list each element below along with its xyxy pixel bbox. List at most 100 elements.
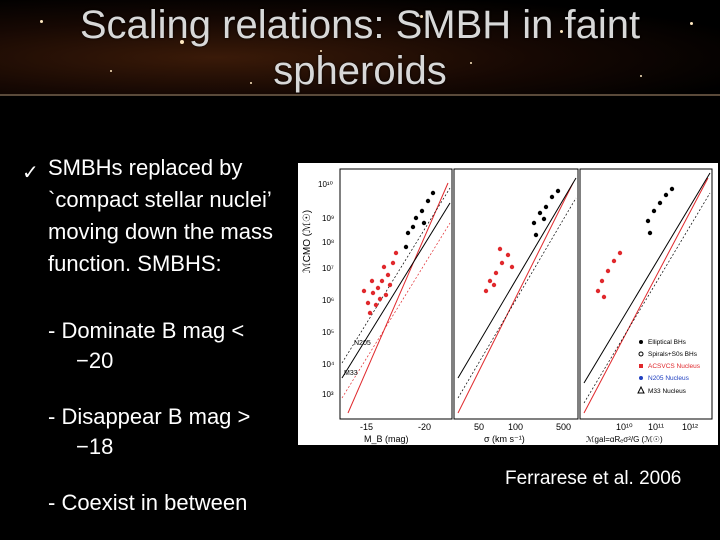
x-tick: 50	[474, 422, 484, 432]
sub-bullet-dominate-line-2: −20	[76, 348, 114, 373]
panel-frame-3	[579, 168, 713, 420]
title-divider	[0, 94, 720, 96]
panel1-acsvcs-points	[361, 250, 399, 316]
data-point	[491, 282, 497, 288]
data-point	[487, 278, 493, 284]
y-tick-labels: 10¹⁰ 10⁹ 10⁸ 10⁷ 10⁶ 10⁵ 10⁴ 10³	[318, 180, 335, 399]
fit-line-black-dashed-1	[341, 187, 451, 364]
panel2-acsvcs-points	[483, 246, 515, 294]
bullet-line-4: function. SMBHS:	[48, 251, 222, 276]
data-point	[405, 230, 411, 236]
data-point	[375, 285, 381, 291]
data-point	[367, 310, 373, 316]
figure-caption: Ferrarese et al. 2006	[505, 468, 682, 489]
data-point	[410, 224, 416, 230]
bullet-line-1: SMBHs replaced by	[48, 155, 243, 180]
legend-marker-m33	[637, 385, 645, 394]
fit-line-black-2	[457, 177, 577, 379]
data-point	[555, 188, 561, 194]
x-tick: 100	[508, 422, 523, 432]
bullet-line-2: `compact stellar nuclei’	[48, 187, 272, 212]
scaling-relation-figure: ℳCMO (ℳ☉) 10¹⁰ 10⁹ 10⁸ 10⁷ 10⁶ 10⁵ 10⁴ 1…	[298, 163, 718, 445]
data-point	[611, 258, 617, 264]
main-bullet: SMBHs replaced by `compact stellar nucle…	[48, 152, 348, 280]
fit-line-black-3	[583, 172, 711, 384]
label-n205: N205	[354, 340, 371, 347]
data-point	[543, 204, 549, 210]
sub-bullet-disappear-line-2: −18	[76, 434, 114, 459]
checkmark-icon: ✓	[22, 162, 39, 184]
data-point	[373, 302, 379, 308]
data-point	[483, 288, 489, 294]
panel1-elliptical-points	[403, 190, 436, 250]
slide-title: Scaling relations: SMBH in faint spheroi…	[0, 2, 720, 94]
data-point	[533, 232, 539, 238]
legend-item: M33 Nucleus	[648, 388, 687, 395]
data-point	[645, 218, 651, 224]
figure-plot: ℳCMO (ℳ☉) 10¹⁰ 10⁹ 10⁸ 10⁷ 10⁶ 10⁵ 10⁴ 1…	[302, 168, 713, 444]
sub-bullet-disappear: - Disappear B mag > −18	[48, 402, 250, 462]
data-point	[419, 208, 425, 214]
legend-item: N205 Nucleus	[648, 375, 690, 382]
title-banner: Scaling relations: SMBH in faint spheroi…	[0, 0, 720, 96]
x-axis-label-3: ℳgal=αRₑσ²/G (ℳ☉)	[586, 435, 663, 444]
data-point	[365, 300, 371, 306]
fit-line-black-dashed-3	[583, 192, 711, 404]
legend-marker-elliptical	[639, 340, 643, 344]
fit-line-red-3	[583, 177, 709, 414]
x-tick: 10¹¹	[648, 422, 664, 432]
x-tick: -20	[418, 422, 431, 432]
data-point	[381, 264, 387, 270]
data-point	[617, 250, 623, 256]
data-point	[531, 220, 537, 226]
x-tick: 10¹⁰	[616, 422, 633, 432]
data-point	[369, 278, 375, 284]
data-point	[403, 244, 409, 250]
data-point	[377, 296, 383, 302]
legend-item: Elliptical BHs	[648, 339, 687, 346]
data-point	[669, 186, 675, 192]
sub-bullet-coexist: - Coexist in between	[48, 490, 248, 515]
data-point	[651, 208, 657, 214]
sub-bullet-dominate-line-1: - Dominate B mag <	[48, 318, 245, 343]
y-axis-label: ℳCMO (ℳ☉)	[302, 210, 313, 273]
title-line-1: Scaling relations: SMBH in faint	[79, 3, 641, 47]
figure-legend: Elliptical BHs Spirals+S0s BHs ACSVCS Nu…	[637, 339, 701, 395]
x-axis-label-1: M_B (mag)	[364, 434, 409, 444]
y-tick: 10⁵	[322, 328, 334, 337]
legend-marker-n205	[639, 376, 643, 380]
data-point	[425, 198, 431, 204]
data-point	[541, 216, 547, 222]
data-point	[657, 200, 663, 206]
data-point	[421, 220, 427, 226]
sub-bullet-disappear-line-1: - Disappear B mag >	[48, 404, 251, 429]
data-point	[385, 272, 391, 278]
x-tick: -15	[360, 422, 373, 432]
data-point	[493, 270, 499, 276]
data-point	[379, 278, 385, 284]
data-point	[549, 194, 555, 200]
panel3-elliptical-points	[645, 186, 675, 236]
data-point	[601, 294, 607, 300]
data-point	[430, 190, 436, 196]
legend-marker-spirals	[638, 351, 644, 357]
y-tick: 10¹⁰	[318, 180, 333, 189]
legend-item: Spirals+S0s BHs	[648, 351, 698, 358]
data-point	[497, 246, 503, 252]
sub-bullet-dominate: - Dominate B mag < −20	[48, 316, 244, 376]
data-point	[383, 292, 389, 298]
title-line-2: spheroids	[273, 49, 447, 93]
data-point	[361, 288, 367, 294]
y-tick: 10³	[322, 390, 334, 399]
data-point	[499, 260, 505, 266]
panel-frame-2	[453, 168, 579, 420]
x-axis-labels: -15 -20 M_B (mag) 50 100 500 σ (km s⁻¹) …	[360, 422, 698, 444]
x-tick: 500	[556, 422, 571, 432]
x-axis-label-2: σ (km s⁻¹)	[484, 434, 525, 444]
data-point	[370, 290, 376, 296]
data-point	[647, 230, 653, 236]
fit-line-red-dashed-1	[341, 222, 451, 399]
fit-line-black-dashed-2	[457, 197, 577, 399]
y-tick: 10⁴	[322, 360, 335, 369]
data-point	[537, 210, 543, 216]
